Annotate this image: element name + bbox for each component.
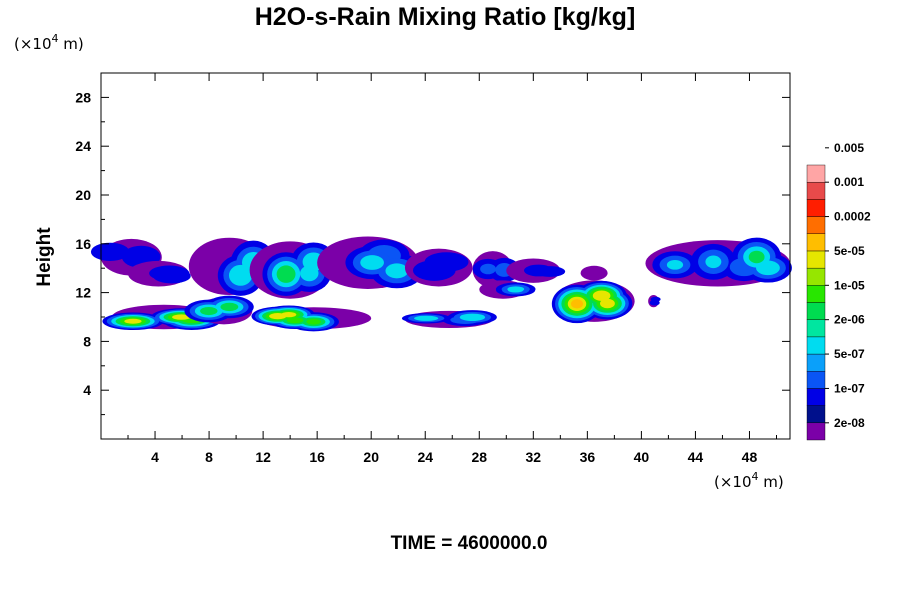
cloud-region [648, 295, 661, 308]
colorbar-swatch [806, 302, 826, 320]
contour-level [124, 318, 142, 324]
x-tick-label: 32 [526, 449, 542, 465]
y-tick-labels: 4 8 12 16 20 24 28 [75, 89, 91, 398]
x-tick-label: 20 [363, 449, 379, 465]
contour-level [300, 265, 319, 282]
x-unit-label: (×104 m) [714, 470, 784, 491]
time-label: TIME = 4600000.0 [391, 533, 548, 554]
contour-level [153, 268, 191, 284]
y-tick-label: 8 [83, 333, 91, 349]
cloud-region [184, 295, 254, 325]
colorbar-label: 1e-07 [834, 381, 865, 395]
colorbar-swatch [806, 405, 826, 424]
colorbar-swatch [806, 285, 826, 303]
colorbar-swatch [806, 353, 826, 372]
colorbar-label: 2e-08 [834, 416, 865, 430]
contour-level [592, 290, 611, 301]
colorbar [806, 147, 829, 441]
plot-area [90, 72, 792, 440]
x-tick-label: 48 [742, 449, 758, 465]
y-tick-label: 12 [75, 285, 91, 301]
cloud-region [128, 260, 191, 287]
colorbar-swatch [806, 336, 826, 355]
x-tick-label: 36 [580, 449, 596, 465]
contour-level [580, 265, 608, 281]
x-tick-label: 4 [151, 449, 159, 465]
contour-level [276, 265, 296, 283]
cloud-region [645, 237, 792, 287]
x-tick-label: 16 [309, 449, 325, 465]
contour-level [459, 313, 486, 321]
colorbar-label: 1e-05 [834, 278, 865, 292]
y-unit-label: (×104 m) [14, 32, 84, 53]
y-tick-label: 20 [75, 187, 91, 203]
contour-level [414, 315, 439, 321]
x-tick-label: 24 [417, 449, 433, 465]
y-tick-label: 24 [75, 138, 91, 154]
x-tick-label: 44 [688, 449, 704, 465]
colorbar-label: 2e-06 [834, 313, 865, 327]
axis-ticks [101, 73, 790, 439]
contour-level [570, 299, 584, 309]
x-tick-label: 8 [205, 449, 213, 465]
contour-level [269, 313, 287, 320]
cloud-region [251, 305, 372, 332]
contour-level [705, 255, 722, 269]
x-tick-label: 12 [255, 449, 271, 465]
contour-level [534, 266, 566, 277]
chart-title: H2O-s-Rain Mixing Ratio [kg/kg] [255, 3, 636, 31]
colorbar-swatch [806, 250, 826, 269]
colorbar-swatch [806, 267, 826, 286]
colorbar-swatch [806, 319, 826, 338]
contour-level [220, 302, 239, 312]
colorbar-swatch [806, 181, 826, 200]
y-tick-label: 4 [83, 382, 91, 398]
contour-level [666, 259, 684, 270]
colorbar-swatch [806, 388, 826, 406]
y-tick-label: 28 [75, 89, 91, 105]
colorbar-swatch [806, 216, 826, 234]
x-tick-label: 28 [471, 449, 487, 465]
colorbar-labels: 2e-08 1e-07 5e-07 2e-06 1e-05 5e-05 0.0002 0.00… [834, 141, 871, 430]
colorbar-swatch [806, 371, 826, 389]
cloud-region [551, 280, 635, 324]
colorbar-swatch [806, 233, 826, 252]
colorbar-swatch [806, 164, 826, 183]
mixing-ratio-field [90, 236, 792, 332]
colorbar-label: 0.001 [834, 175, 864, 189]
x-tick-label: 40 [634, 449, 650, 465]
colorbar-swatch [806, 422, 826, 441]
colorbar-label: 5e-07 [834, 347, 865, 361]
contour-level [306, 319, 321, 325]
contour-level [650, 296, 661, 302]
colorbar-label: 0.005 [834, 141, 864, 155]
contour-level [286, 317, 304, 324]
cloud-region [506, 258, 566, 283]
y-axis-label: Height [34, 227, 55, 287]
colorbar-label: 0.0002 [834, 210, 871, 224]
cloud-region [404, 248, 473, 287]
colorbar-swatch [806, 199, 826, 217]
cloud-region [580, 265, 608, 281]
contour-level [507, 286, 525, 292]
contour-level [172, 314, 191, 320]
contour-level [385, 263, 409, 279]
cloud-region [401, 310, 497, 328]
plot-frame [100, 72, 791, 440]
cloud-region [102, 304, 222, 330]
contour-level [360, 255, 384, 270]
contour-level [600, 298, 615, 309]
contour-level [412, 260, 456, 281]
contour-level [480, 263, 496, 275]
cloud-region [479, 280, 536, 299]
x-tick-labels: 4 8 12 16 20 24 28 32 36 40 44 48 [151, 449, 757, 465]
contour-level [748, 250, 765, 264]
y-tick-label: 16 [75, 236, 91, 252]
contour-level [200, 306, 218, 316]
colorbar-label: 5e-05 [834, 244, 865, 258]
